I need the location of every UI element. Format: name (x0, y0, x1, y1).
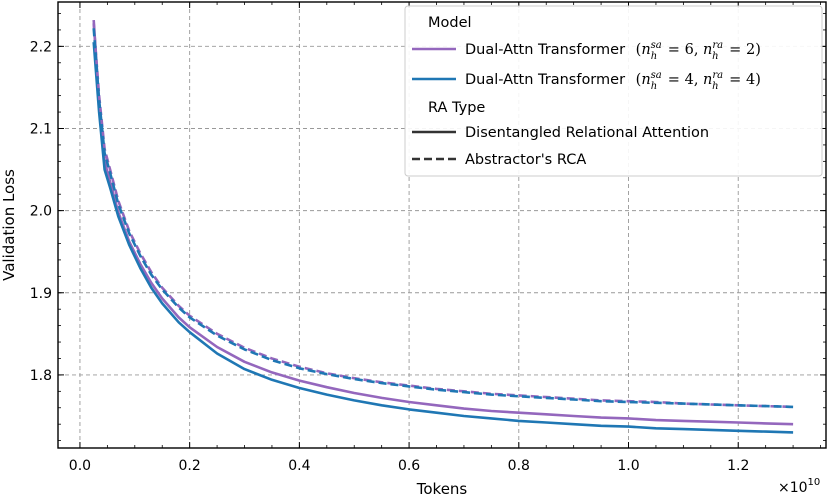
y-axis-label: Validation Loss (0, 169, 18, 281)
x-tick-label: 0.8 (508, 458, 530, 474)
y-tick-label: 1.8 (30, 368, 52, 384)
legend-model-title: Model (428, 15, 472, 31)
sup-sa-1: sa (651, 40, 662, 51)
x-tick-label: 0.6 (398, 458, 420, 474)
y-tick-label: 2.2 (30, 39, 52, 55)
x-tick-label: 0.4 (288, 458, 310, 474)
y-tick-label: 2.1 (30, 121, 52, 137)
legend-box (405, 6, 822, 176)
legend-label-solid: Disentangled Relational Attention (465, 125, 709, 141)
x-axis-label: Tokens (416, 480, 468, 498)
x-tick-label: 1.2 (727, 458, 749, 474)
legend: Model Dual-Attn Transformer (nsa h = 6, n… (405, 6, 822, 176)
x-tick-label: 1.0 (617, 458, 639, 474)
y-tick-label: 2.0 (30, 204, 52, 220)
x-axis-multiplier: ×1010 (778, 477, 820, 496)
y-tick-label: 1.9 (30, 286, 52, 302)
x-tick-label: 0.2 (179, 458, 201, 474)
x-tick-label: 0.0 (69, 458, 91, 474)
legend-ra-title: RA Type (428, 100, 485, 116)
legend-label-dashed: Abstractor's RCA (465, 152, 586, 168)
